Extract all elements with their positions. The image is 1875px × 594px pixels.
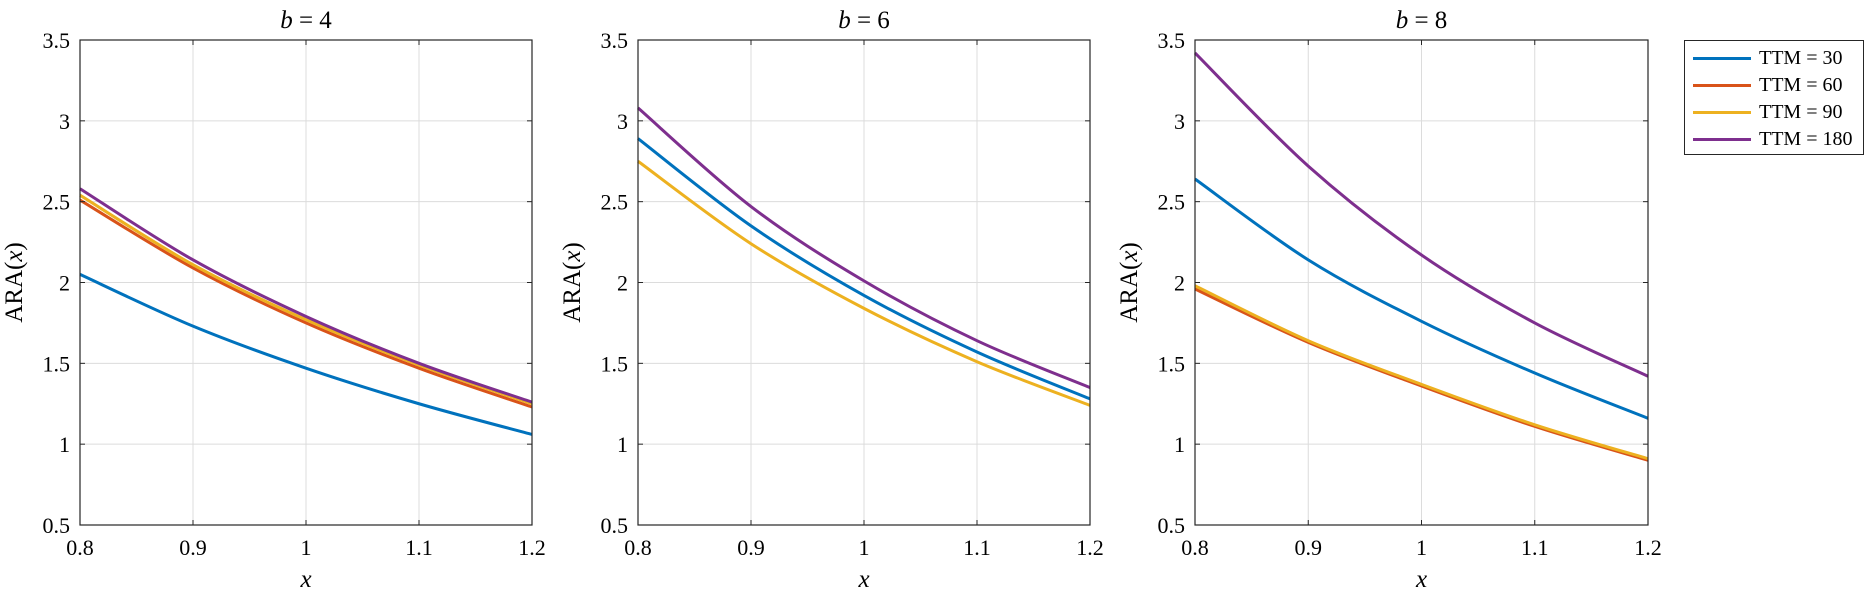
x-tick-label: 0.9 <box>737 535 765 560</box>
y-tick-label: 2 <box>59 271 70 296</box>
chart-panel-2: 0.8 0.9 1 1.1 1.2 0.5 1 1.5 2 2.5 3 3.5 b = 6 x ARA(x) <box>559 7 1104 593</box>
y-tick-label: 0.5 <box>601 513 629 538</box>
series-line-ttm90 <box>1194 284 1649 461</box>
series-line-ttm180 <box>637 106 1091 389</box>
x-tick-label: 1.2 <box>1634 535 1662 560</box>
series-line-ttm60 <box>79 198 533 409</box>
x-axis-label: x <box>857 566 869 593</box>
y-tick-label: 2 <box>617 271 628 296</box>
legend-swatch-ttm30 <box>1693 57 1751 60</box>
y-tick-label: 1.5 <box>1158 351 1186 376</box>
legend-entry-ttm180: TTM = 180 <box>1685 126 1863 152</box>
series-line-ttm60 <box>1194 287 1649 462</box>
legend-entry-ttm30: TTM = 30 <box>1685 45 1863 71</box>
legend-swatch-ttm60 <box>1693 84 1751 87</box>
y-tick-label: 1.5 <box>601 351 629 376</box>
x-tick-label: 1 <box>301 535 312 560</box>
series-line-ttm30 <box>637 137 1091 401</box>
legend-entry-ttm60: TTM = 60 <box>1685 72 1863 98</box>
y-tick-label: 3 <box>1174 109 1185 134</box>
legend-label-ttm90: TTM = 90 <box>1759 101 1843 123</box>
legend: TTM = 30 TTM = 60 TTM = 90 TTM = 180 <box>1684 40 1864 155</box>
y-tick-label: 3.5 <box>1158 28 1186 53</box>
x-tick-label: 0.9 <box>1295 535 1323 560</box>
y-tick-label: 3.5 <box>43 28 71 53</box>
y-tick-label: 1 <box>59 432 70 457</box>
series-line-ttm90 <box>637 160 1091 407</box>
y-axis-label: ARA(x) <box>1116 242 1143 323</box>
panel-title: b = 8 <box>1396 7 1448 34</box>
legend-entry-ttm90: TTM = 90 <box>1685 99 1863 125</box>
series-line-ttm30 <box>1194 177 1649 420</box>
y-tick-label: 0.5 <box>43 513 71 538</box>
x-tick-label: 0.8 <box>1181 535 1209 560</box>
x-tick-label: 1.1 <box>1521 535 1549 560</box>
y-axis-label: ARA(x) <box>1 242 28 323</box>
y-tick-label: 3.5 <box>601 28 629 53</box>
x-axis-label: x <box>299 566 311 593</box>
y-tick-label: 0.5 <box>1158 513 1186 538</box>
x-tick-label: 0.8 <box>66 535 94 560</box>
y-tick-label: 2 <box>1174 271 1185 296</box>
x-tick-label: 0.9 <box>179 535 207 560</box>
y-tick-label: 2.5 <box>601 190 629 215</box>
series-line-ttm30 <box>79 273 533 436</box>
x-tick-label: 1.2 <box>1076 535 1104 560</box>
x-tick-label: 1 <box>1416 535 1427 560</box>
series-line-ttm180 <box>79 187 533 404</box>
y-tick-label: 1.5 <box>43 351 71 376</box>
y-tick-label: 1 <box>617 432 628 457</box>
x-tick-label: 1.2 <box>518 535 546 560</box>
x-tick-label: 1 <box>859 535 870 560</box>
y-tick-label: 1 <box>1174 432 1185 457</box>
legend-swatch-ttm90 <box>1693 111 1751 114</box>
panel-title: b = 4 <box>280 7 332 34</box>
x-tick-label: 0.8 <box>624 535 652 560</box>
x-axis-label: x <box>1415 566 1427 593</box>
y-tick-label: 2.5 <box>1158 190 1186 215</box>
legend-swatch-ttm180 <box>1693 138 1751 141</box>
legend-label-ttm30: TTM = 30 <box>1759 47 1843 69</box>
y-tick-label: 2.5 <box>43 190 71 215</box>
legend-label-ttm60: TTM = 60 <box>1759 74 1843 96</box>
chart-panel-3: 0.8 0.9 1 1.1 1.2 0.5 1 1.5 2 2.5 3 3.5 b = 8 x ARA(x) <box>1116 7 1662 593</box>
y-axis-label: ARA(x) <box>559 242 586 323</box>
x-tick-label: 1.1 <box>963 535 991 560</box>
y-tick-label: 3 <box>617 109 628 134</box>
legend-label-ttm180: TTM = 180 <box>1759 128 1853 150</box>
x-tick-label: 1.1 <box>405 535 433 560</box>
chart-panel-1: 0.8 0.9 1 1.1 1.2 0.5 1 1.5 2 2.5 3 3.5 b = 4 x ARA(x) <box>1 7 546 593</box>
series-line-ttm180 <box>1193 51 1649 378</box>
panel-title: b = 6 <box>838 7 890 34</box>
y-tick-label: 3 <box>59 109 70 134</box>
